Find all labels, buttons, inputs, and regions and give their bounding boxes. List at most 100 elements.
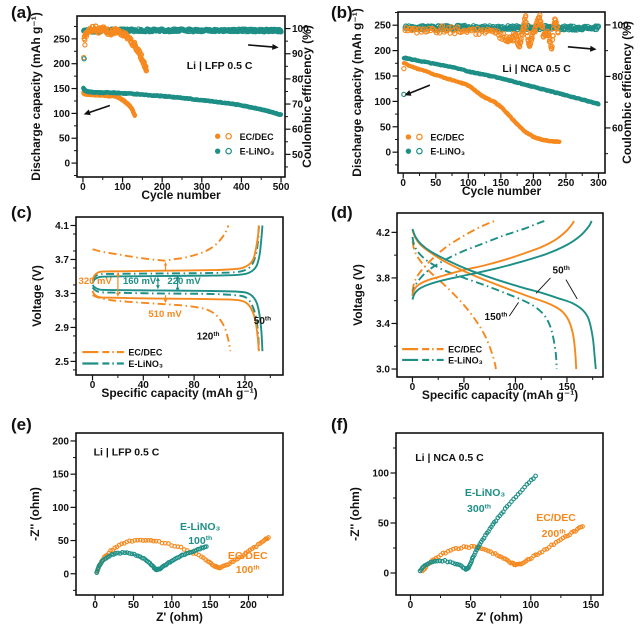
svg-text:3.3: 3.3 <box>55 289 69 300</box>
svg-text:EC/DEC: EC/DEC <box>430 132 465 142</box>
svg-text:150: 150 <box>559 382 576 393</box>
svg-text:320 mV: 320 mV <box>79 276 113 287</box>
svg-text:50: 50 <box>458 382 470 393</box>
svg-text:EC/DEC: EC/DEC <box>228 550 268 562</box>
panel-a-label: (a) <box>11 3 32 22</box>
svg-text:Specific capacity (mAh g⁻¹): Specific capacity (mAh g⁻¹) <box>101 386 257 400</box>
svg-text:150: 150 <box>374 71 391 82</box>
svg-text:3.8: 3.8 <box>376 273 390 284</box>
svg-text:Cycle number: Cycle number <box>141 188 221 202</box>
panel-a: (a) 0 100 200 300 400 500 Cycle number 0 50 100 15… <box>0 0 320 202</box>
svg-text:200: 200 <box>53 59 70 70</box>
svg-text:2.9: 2.9 <box>55 323 69 334</box>
svg-text:200th: 200th <box>542 528 566 540</box>
svg-text:250: 250 <box>558 178 575 189</box>
svg-text:50: 50 <box>380 122 392 133</box>
svg-text:100: 100 <box>507 382 524 393</box>
svg-text:80: 80 <box>292 74 304 85</box>
svg-text:E-LiNO₃: E-LiNO₃ <box>128 359 163 369</box>
svg-text:0: 0 <box>90 380 96 391</box>
svg-text:300: 300 <box>193 182 210 193</box>
svg-text:220 mV: 220 mV <box>167 276 201 287</box>
svg-text:0: 0 <box>408 600 414 611</box>
svg-text:Voltage (V): Voltage (V) <box>351 264 365 326</box>
svg-text:2.5: 2.5 <box>55 357 69 368</box>
svg-text:200: 200 <box>374 46 391 57</box>
panel-f-label: (f) <box>331 415 348 434</box>
panel-e-label: (e) <box>11 415 32 434</box>
svg-text:0: 0 <box>64 159 70 170</box>
svg-text:200: 200 <box>154 182 171 193</box>
svg-text:250: 250 <box>374 21 391 32</box>
svg-text:80: 80 <box>189 380 201 391</box>
svg-text:50th: 50th <box>553 265 570 277</box>
svg-text:510 mV: 510 mV <box>148 309 182 320</box>
svg-text:Z' (ohm): Z' (ohm) <box>156 610 203 624</box>
svg-text:E-LiNO₃: E-LiNO₃ <box>430 147 465 157</box>
panel-d: (d) 0 50 100 150 Specific capacity (mAh g⁻¹)… <box>320 200 640 412</box>
svg-text:E-LiNO₃: E-LiNO₃ <box>240 147 275 157</box>
svg-text:-Z'' (ohm): -Z'' (ohm) <box>28 487 42 541</box>
svg-text:-Z'' (ohm): -Z'' (ohm) <box>348 487 362 541</box>
svg-text:3.7: 3.7 <box>55 255 69 266</box>
svg-text:50: 50 <box>58 536 70 547</box>
svg-text:100: 100 <box>53 109 70 120</box>
svg-text:100: 100 <box>372 469 389 480</box>
svg-text:Li | LFP 0.5 C: Li | LFP 0.5 C <box>187 60 253 72</box>
svg-text:Li | NCA 0.5 C: Li | NCA 0.5 C <box>415 452 484 464</box>
svg-text:150: 150 <box>202 600 219 611</box>
svg-text:120: 120 <box>237 380 254 391</box>
svg-text:50: 50 <box>465 600 477 611</box>
svg-text:Discharge capacity (mAh g⁻¹): Discharge capacity (mAh g⁻¹) <box>29 12 43 180</box>
svg-text:Coulombic efficiency (%): Coulombic efficiency (%) <box>300 25 314 168</box>
svg-text:EC/DEC: EC/DEC <box>536 512 576 524</box>
svg-text:40: 40 <box>138 380 150 391</box>
svg-text:Cycle number: Cycle number <box>462 184 542 198</box>
svg-text:80: 80 <box>612 72 624 83</box>
svg-text:E-LiNO₃: E-LiNO₃ <box>448 355 483 365</box>
panel-f: (f) 0 50 100 150 Z' (ohm) 0 50 100 -Z'' (ohm) Li … <box>320 412 640 625</box>
panel-f-chart: 0 50 100 150 Z' (ohm) 0 50 100 -Z'' (ohm) Li | NC… <box>348 432 604 624</box>
svg-text:Li | NCA 0.5 C: Li | NCA 0.5 C <box>502 63 571 75</box>
svg-text:Discharge capacity (mAh g⁻¹): Discharge capacity (mAh g⁻¹) <box>350 8 364 176</box>
svg-text:0: 0 <box>385 148 391 159</box>
svg-text:Coulombic efficiency (%): Coulombic efficiency (%) <box>620 21 634 164</box>
svg-text:100: 100 <box>292 24 309 35</box>
svg-text:150: 150 <box>53 84 70 95</box>
svg-text:100: 100 <box>52 503 69 514</box>
svg-text:60: 60 <box>292 125 304 136</box>
panel-b-chart: 0 50 100 150 200 250 300 Cycle number 0 50 100 150 2… <box>350 8 634 198</box>
svg-text:0: 0 <box>92 600 98 611</box>
svg-text:200: 200 <box>240 600 257 611</box>
svg-text:150th: 150th <box>485 312 508 324</box>
svg-text:4.2: 4.2 <box>376 228 390 239</box>
svg-text:50: 50 <box>59 134 71 145</box>
panel-d-label: (d) <box>331 203 353 222</box>
svg-text:150: 150 <box>52 470 69 481</box>
svg-text:0: 0 <box>410 382 416 393</box>
svg-text:50th: 50th <box>254 316 271 328</box>
panel-b: (b) 0 50 100 150 200 250 300 Cycle number 0 50 100… <box>320 0 640 200</box>
panel-e: (e) 0 50 100 150 200 Z' (ohm) 0 50 100 150 200 -Z''… <box>0 412 320 625</box>
svg-text:70: 70 <box>292 100 304 111</box>
svg-text:4.1: 4.1 <box>55 221 69 232</box>
panel-c-label: (c) <box>11 203 32 222</box>
svg-text:0: 0 <box>400 178 406 189</box>
svg-text:0: 0 <box>63 569 69 580</box>
svg-text:50: 50 <box>378 519 390 530</box>
panel-e-chart: 0 50 100 150 200 Z' (ohm) 0 50 100 150 200 -Z'' (oh… <box>28 432 284 624</box>
svg-text:250: 250 <box>53 34 70 45</box>
svg-text:100: 100 <box>163 600 180 611</box>
svg-text:Specific capacity (mAh g⁻¹): Specific capacity (mAh g⁻¹) <box>422 388 578 402</box>
svg-text:150: 150 <box>583 600 600 611</box>
svg-text:300th: 300th <box>467 503 491 515</box>
svg-text:0: 0 <box>80 182 86 193</box>
svg-text:160 mV: 160 mV <box>123 276 157 287</box>
svg-text:500: 500 <box>273 182 290 193</box>
svg-text:100: 100 <box>460 178 477 189</box>
svg-text:400: 400 <box>233 182 250 193</box>
svg-text:Li | LFP 0.5 C: Li | LFP 0.5 C <box>94 447 160 459</box>
